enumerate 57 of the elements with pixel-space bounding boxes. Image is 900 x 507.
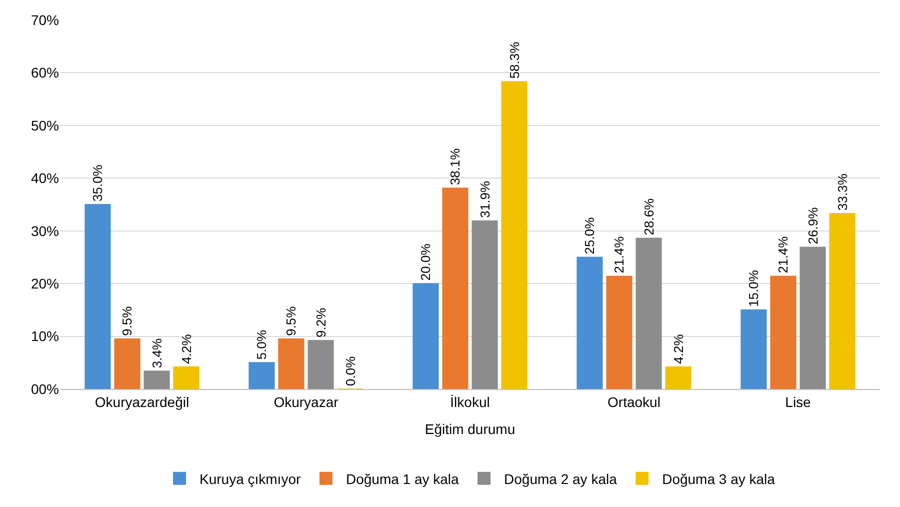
bar (472, 220, 498, 389)
bar (442, 188, 468, 389)
bar (740, 309, 767, 389)
y-tick-label: 40% (30, 170, 59, 186)
bar (308, 340, 334, 389)
bar (800, 246, 826, 389)
data-label: 0.0% (342, 356, 358, 386)
data-label: 15.0% (746, 270, 762, 307)
data-label: 4.2% (178, 334, 194, 364)
data-label: 58.3% (506, 41, 522, 79)
bar (84, 204, 111, 389)
legend-label: Doğuma 3 ay kala (662, 470, 776, 487)
bar (114, 338, 140, 389)
x-tick-label: İlkokul (450, 394, 490, 410)
bar (248, 362, 275, 389)
data-label: 33.3% (834, 173, 850, 210)
data-label: 9.5% (284, 306, 299, 336)
x-tick-label: Ortaokul (608, 394, 660, 410)
bar (665, 366, 692, 389)
data-label: 20.0% (418, 243, 434, 281)
x-tick-label: Lise (785, 394, 812, 410)
data-label: 31.9% (477, 180, 492, 218)
y-tick-label: 70% (30, 12, 59, 28)
data-label: 21.4% (612, 236, 627, 274)
y-tick-label: 30% (30, 222, 59, 239)
legend-label: Doğuma 1 ay kala (346, 470, 460, 487)
bar (636, 238, 662, 389)
legend-label: Doğuma 2 ay kala (504, 470, 618, 487)
bar (173, 366, 200, 389)
x-tick-label: Okuryazardeğil (94, 394, 190, 410)
x-tick-label: Okuryazar (274, 394, 339, 410)
y-tick-label: 60% (30, 64, 59, 81)
data-label: 35.0% (90, 164, 106, 202)
y-tick-label: 20% (30, 275, 59, 292)
bar (576, 256, 603, 389)
bar (412, 283, 439, 389)
y-tick-label: 00% (30, 380, 59, 397)
data-label: 21.4% (776, 236, 791, 274)
bar (144, 370, 170, 389)
legend-label: Kuruya çıkmıyor (200, 470, 301, 487)
bar (606, 276, 632, 389)
x-axis-title: Eğitim durumu (424, 421, 516, 438)
data-label: 4.2% (670, 334, 686, 364)
y-tick-label: 50% (30, 117, 59, 134)
bar (770, 276, 796, 389)
data-label: 5.0% (254, 330, 270, 360)
bar (501, 81, 528, 389)
data-label: 38.1% (448, 148, 463, 186)
bar (278, 338, 304, 389)
bar (829, 212, 856, 389)
data-label: 26.9% (805, 206, 820, 244)
data-label: 28.6% (641, 198, 656, 236)
data-label: 25.0% (582, 216, 598, 254)
y-tick-label: 10% (30, 328, 59, 344)
data-label: 9.5% (120, 306, 135, 336)
data-label: 3.4% (149, 338, 164, 368)
data-label: 9.2% (313, 307, 328, 338)
